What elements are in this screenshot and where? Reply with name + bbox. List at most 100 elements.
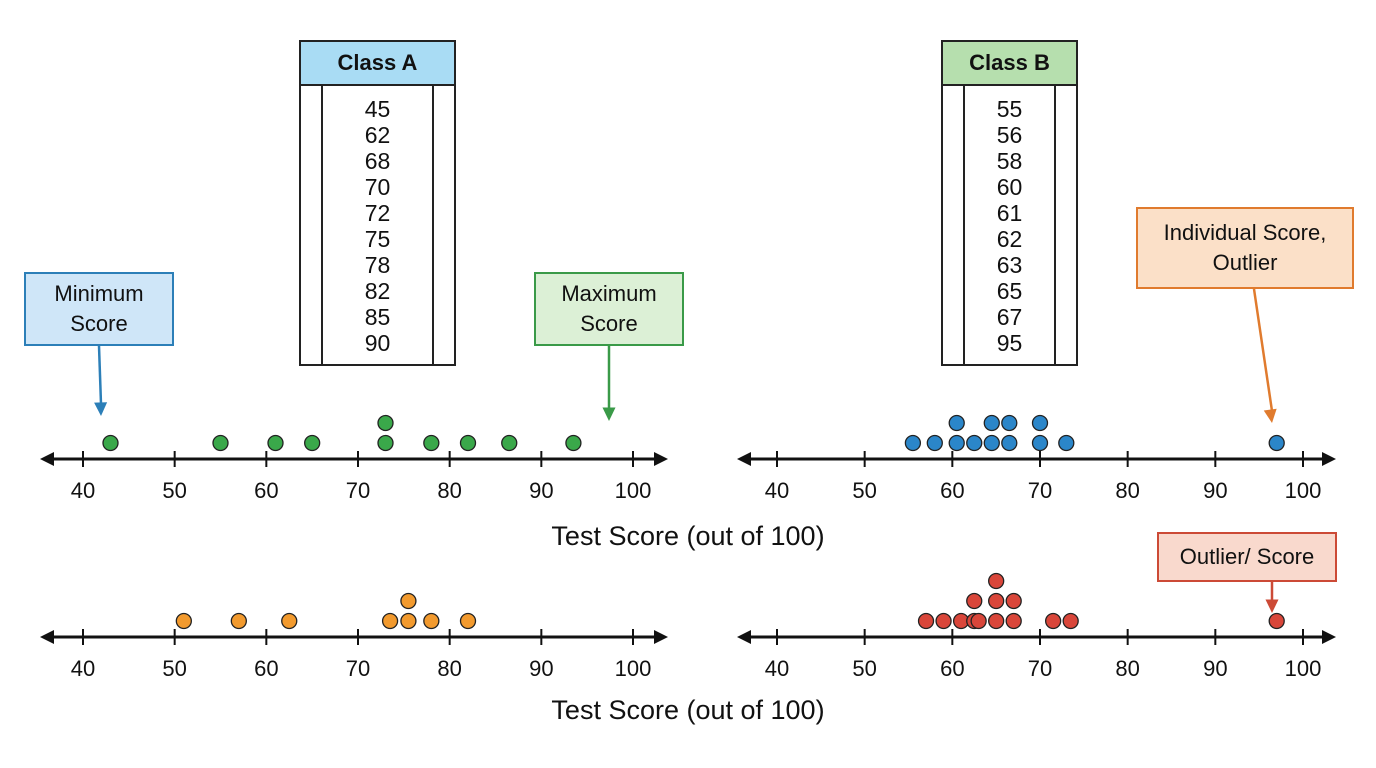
callout-line: Maximum	[561, 281, 657, 306]
tick-label: 100	[1285, 478, 1322, 503]
data-point	[970, 612, 987, 630]
tick-label: 60	[940, 478, 964, 503]
data-point	[565, 434, 582, 452]
callout-line: Score	[580, 311, 638, 336]
class-b-value: 58	[996, 148, 1023, 174]
tick-label: 80	[437, 478, 461, 503]
data-point	[423, 434, 440, 452]
tick-label: 40	[71, 656, 95, 681]
table-rule	[963, 86, 965, 364]
data-point	[459, 434, 477, 452]
tick-label: 60	[254, 478, 278, 503]
class-b-value: 95	[996, 330, 1023, 356]
data-point	[175, 612, 192, 630]
data-point	[377, 434, 394, 452]
data-point	[917, 612, 935, 630]
table-rule	[321, 86, 323, 364]
tick-label: 100	[615, 478, 652, 503]
outlier-arrow	[1252, 288, 1274, 412]
class-a-value: 68	[364, 148, 391, 174]
data-point	[983, 434, 1000, 452]
tick-label: 100	[1285, 656, 1322, 681]
class-b-body: 55 56 58 60 61 62 63 65 67 95	[943, 86, 1076, 364]
data-point	[966, 592, 983, 610]
data-point	[501, 434, 518, 452]
data-point	[230, 612, 247, 630]
data-point	[988, 592, 1005, 610]
tick-label: 70	[346, 656, 370, 681]
class-a-value: 82	[364, 278, 391, 304]
class-b-value: 62	[996, 226, 1023, 252]
class-b-value: 60	[996, 174, 1023, 200]
class-b-value: 63	[996, 252, 1023, 278]
tick-label: 90	[529, 656, 553, 681]
class-a-value: 62	[364, 122, 391, 148]
tick-label: 90	[529, 478, 553, 503]
data-point	[381, 612, 399, 630]
data-point	[1005, 612, 1022, 630]
class-b-value: 56	[996, 122, 1023, 148]
data-point	[1062, 612, 1079, 630]
data-point	[377, 414, 394, 432]
data-point	[988, 612, 1005, 630]
class-a-value: 85	[364, 304, 391, 330]
data-point	[304, 434, 321, 452]
class-a-title: Class A	[301, 42, 454, 86]
data-point	[948, 414, 965, 432]
data-point	[988, 572, 1005, 590]
class-a-value: 70	[364, 174, 391, 200]
tick-label: 50	[162, 656, 186, 681]
data-point	[1031, 414, 1049, 432]
tick-label: 80	[1115, 656, 1139, 681]
tick-label: 40	[765, 656, 789, 681]
minimum-arrow	[97, 345, 103, 405]
class-a-value: 78	[364, 252, 391, 278]
outlier-score-callout: Outlier/ Score	[1157, 532, 1337, 582]
data-point	[935, 612, 952, 630]
tick-label: 50	[852, 478, 876, 503]
data-point	[423, 612, 440, 630]
data-point	[1005, 592, 1022, 610]
outlier-score-arrow-head	[1265, 599, 1279, 613]
class-a-values: 45 62 68 70 72 75 78 82 85 90	[301, 96, 454, 356]
data-point	[102, 434, 119, 452]
data-point	[966, 612, 983, 630]
class-a-value: 45	[364, 96, 391, 122]
class-b-value: 61	[996, 200, 1023, 226]
outlier-arrow-head	[1263, 408, 1277, 423]
data-point	[948, 434, 965, 452]
callout-line: Score	[70, 311, 128, 336]
data-point	[1058, 434, 1075, 452]
table-rule	[1054, 86, 1056, 364]
data-point	[952, 612, 970, 630]
axis-arrow-left	[737, 630, 751, 644]
axis-arrow-right	[1322, 452, 1336, 466]
class-b-title: Class B	[943, 42, 1076, 86]
tick-label: 80	[1115, 478, 1139, 503]
maximum-score-callout: Maximum Score	[534, 272, 684, 346]
class-b-value: 65	[996, 278, 1023, 304]
class-b-value: 67	[996, 304, 1023, 330]
minimum-arrow-head	[94, 402, 108, 416]
tick-label: 100	[615, 656, 652, 681]
class-a-value: 75	[364, 226, 391, 252]
tick-label: 70	[346, 478, 370, 503]
data-point	[926, 434, 943, 452]
data-point	[400, 592, 417, 610]
class-b-value: 55	[996, 96, 1023, 122]
callout-line: Minimum	[54, 281, 144, 306]
data-point	[983, 414, 1000, 432]
callout-line: Individual Score,	[1163, 220, 1327, 245]
axis-arrow-right	[1322, 630, 1336, 644]
tick-label: 60	[254, 656, 278, 681]
tick-label: 40	[765, 478, 789, 503]
axis-arrow-right	[654, 630, 668, 644]
data-point	[966, 434, 983, 452]
data-point	[1001, 414, 1018, 432]
minimum-score-callout: Minimum Score	[24, 272, 174, 346]
data-point	[459, 612, 477, 630]
tick-label: 80	[437, 656, 461, 681]
axis-arrow-left	[40, 452, 54, 466]
table-rule	[432, 86, 434, 364]
